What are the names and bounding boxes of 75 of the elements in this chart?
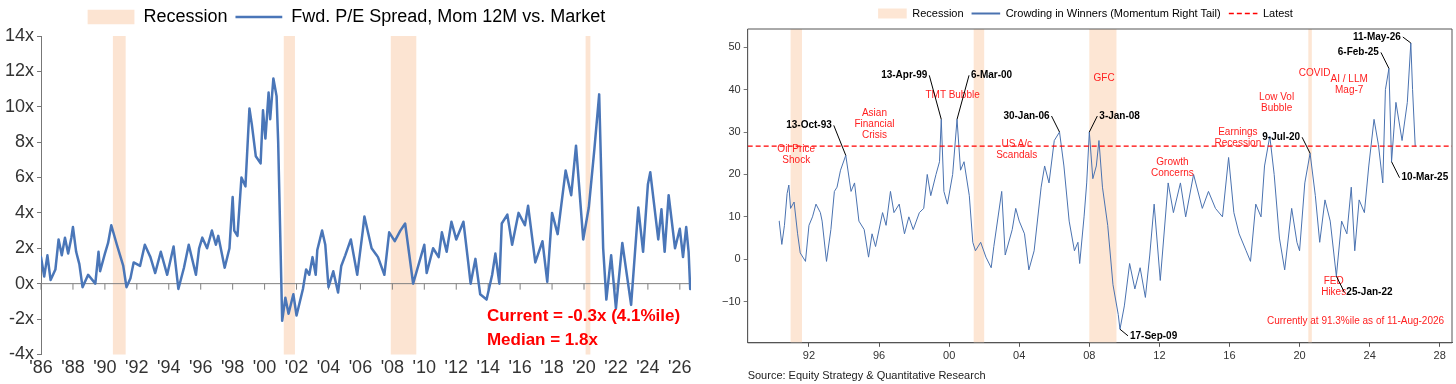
annotation: Asian Financial Crisis [854,106,895,140]
x-tick-label: '14 [476,357,500,378]
annotation: 17-Sep-09 [1129,329,1178,341]
legend-label: Latest [1262,6,1293,19]
x-tick-label: '88 [61,357,85,378]
x-tick-label: '26 [668,357,692,378]
y-tick-label: −10 [721,294,741,307]
x-tick-label: '22 [604,357,628,378]
annotation: AI / LLM Mag-7 [1330,73,1368,96]
y-tick-label: 20 [728,167,741,180]
y-tick-label: 30 [728,125,741,138]
x-tick-label: 16 [1223,349,1236,362]
x-tick-label: 04 [1013,349,1026,362]
x-tick-label: '92 [125,357,149,378]
x-tick-label: '24 [636,357,660,378]
x-tick-label: '18 [540,357,564,378]
x-tick-label: 24 [1363,349,1376,362]
x-tick-label: 96 [872,349,886,362]
x-tick-label: '06 [348,357,373,378]
y-tick-label: 12x [4,60,35,81]
y-tick-label: 8x [15,131,35,152]
annotation: 25-Jan-22 [1346,285,1393,297]
y-tick-label: 6x [15,166,35,187]
legend-label: Recession [143,5,228,26]
annotation: 3-Jan-08 [1099,109,1141,121]
annotation: 10-Mar-25 [1401,171,1449,183]
annotation: Median = 1.8x [486,329,599,349]
annotation: 13-Apr-99 [881,69,928,81]
annotation: 11-May-26 [1353,30,1402,42]
x-tick-label: '04 [316,357,341,378]
annotation: Current = -0.3x (4.1%ile) [486,305,681,325]
x-tick-label: '20 [572,357,596,378]
x-tick-label: '08 [380,357,405,378]
y-tick-label: 10x [4,95,35,116]
annotation: 30-Jan-06 [1003,109,1050,121]
x-tick-label: '98 [220,357,245,378]
annotation: Low Vol Bubble [1259,90,1295,113]
x-tick-label: '96 [188,357,213,378]
annotation: 13-Oct-93 [786,119,833,131]
x-tick-label: 28 [1433,349,1446,362]
x-tick-label: 12 [1153,349,1166,362]
source-note: Source: Equity Strategy & Quantitative Research [747,368,986,381]
annotation: COVID [1298,66,1331,78]
annotation: 9-Jul-20 [1262,131,1301,142]
x-tick-label: '12 [444,357,468,378]
annotation: Oil Price Shock [777,142,816,165]
annotation: 6-Mar-00 [971,69,1013,81]
x-tick-label: '10 [412,357,437,378]
x-tick-label: 08 [1083,349,1096,362]
y-tick-label: 0x [15,272,35,293]
annotation: Earnings Recession [1214,125,1262,148]
y-tick-label: 4x [15,201,35,222]
y-tick-label: 40 [728,82,741,95]
annotation: US A/c Scandals [996,137,1038,160]
legend-label: Fwd. P/E Spread, Mom 12M vs. Market [291,5,606,26]
y-tick-label: 14x [4,24,35,45]
x-tick-label: '00 [252,357,277,378]
annotation: GFC [1093,71,1115,83]
annotation: Growth Concerns [1150,155,1194,178]
x-tick-label: '94 [157,357,181,378]
x-tick-label: 00 [943,349,956,362]
y-tick-label: 50 [728,40,741,53]
annotation: 6-Feb-25 [1337,46,1380,58]
y-tick-label: 10 [728,209,741,222]
x-tick-label: '90 [93,357,117,378]
x-tick-label: '16 [508,357,532,378]
legend-label: Crowding in Winners (Momentum Right Tail) [1005,6,1221,19]
y-tick-label: 2x [15,237,35,258]
x-tick-label: 92 [802,349,816,362]
y-tick-label: -2x [9,307,35,328]
legend-label: Recession [912,6,964,19]
x-tick-label: 20 [1293,349,1306,362]
annotation: Currently at 91.3%ile as of 11-Aug-2026 [1266,314,1445,326]
x-tick-label: '02 [284,357,309,378]
y-tick-label: 0 [734,252,741,265]
